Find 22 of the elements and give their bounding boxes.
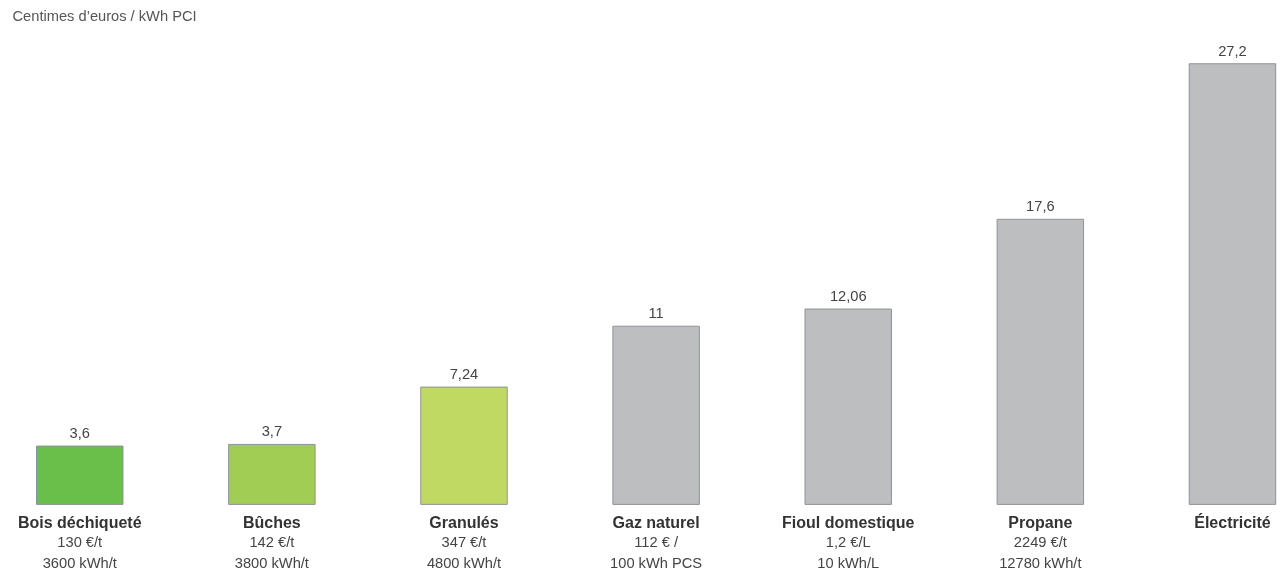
y-axis-title: Centimes d’euros / kWh PCI — [12, 7, 197, 24]
data-label: 3,6 — [69, 425, 90, 442]
data-label: 17,6 — [1026, 198, 1055, 215]
category-label: Granulés 347 €/t 4800 kWh/t — [426, 513, 502, 572]
bar — [228, 443, 316, 505]
bar — [612, 325, 700, 505]
category-label: Fioul domestique 1,2 €/L 10 kWh/L — [782, 513, 915, 572]
category-label: Propane 2249 €/t 12780 kWh/t — [999, 513, 1082, 572]
bar — [804, 308, 892, 505]
bar — [1188, 63, 1277, 505]
data-label: 11 — [648, 305, 664, 322]
category-label: Gaz naturel 112 € / 100 kWh PCS — [610, 513, 703, 572]
category-label: Bûches 142 €/t 3800 kWh/t — [234, 513, 309, 572]
x-tick-label: Électricité — [1194, 512, 1271, 531]
bar — [420, 386, 508, 505]
data-label: 12,06 — [829, 288, 867, 305]
category-label: Bois déchiqueté 130 €/t 3600 kWh/t — [17, 513, 142, 572]
bar — [36, 445, 124, 505]
data-label: 3,7 — [261, 423, 283, 440]
data-label: 7,24 — [449, 366, 479, 383]
data-label: 27,2 — [1218, 42, 1247, 59]
bar — [996, 218, 1085, 505]
